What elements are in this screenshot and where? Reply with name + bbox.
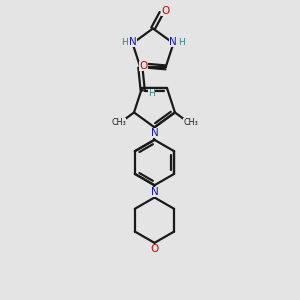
Text: O: O — [161, 6, 170, 16]
Text: N: N — [151, 128, 158, 138]
Text: H: H — [148, 88, 155, 98]
Text: N: N — [151, 187, 158, 196]
Text: CH₃: CH₃ — [183, 118, 198, 127]
Text: N: N — [169, 38, 177, 47]
Text: H: H — [121, 38, 128, 47]
Text: N: N — [129, 38, 137, 47]
Text: CH₃: CH₃ — [112, 118, 127, 127]
Text: O: O — [140, 61, 148, 71]
Text: H: H — [178, 38, 185, 47]
Text: O: O — [150, 244, 159, 254]
